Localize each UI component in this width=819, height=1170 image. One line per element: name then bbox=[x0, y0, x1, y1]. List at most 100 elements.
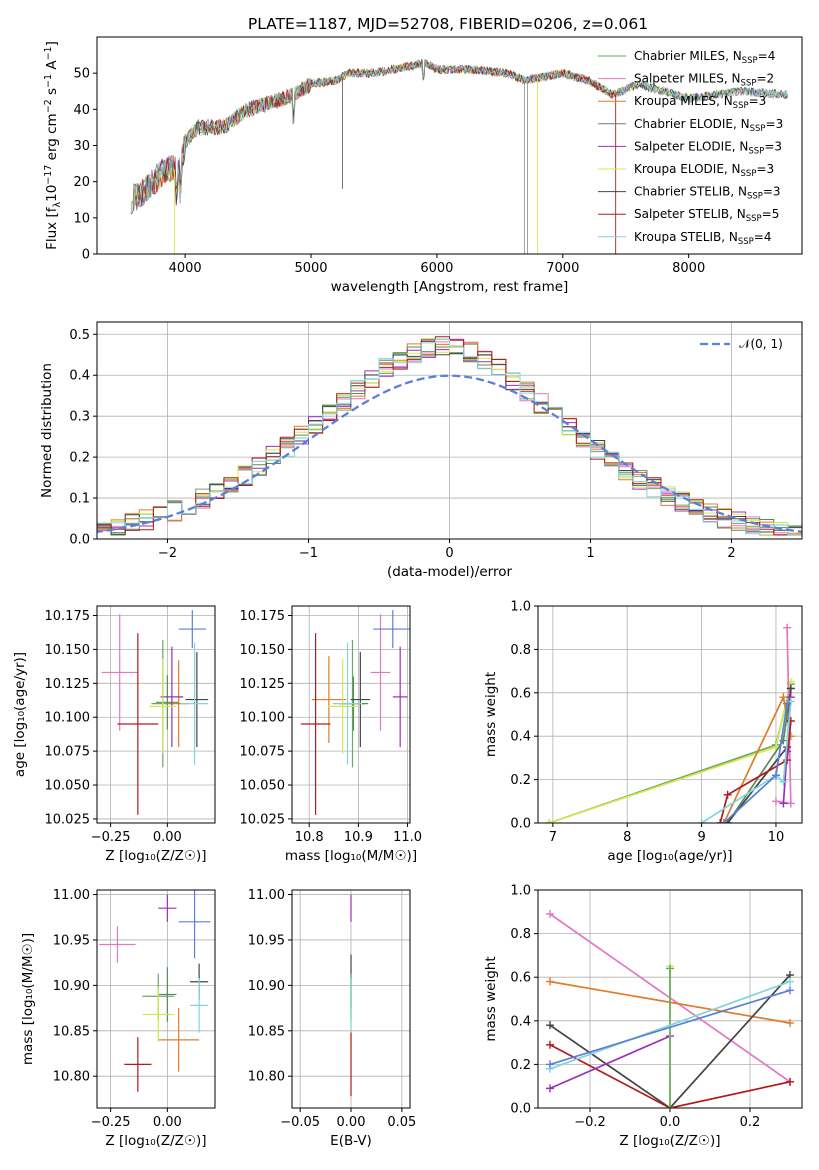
x-tick-label: −2 bbox=[158, 546, 177, 561]
y-tick-label: 1.0 bbox=[510, 600, 531, 615]
age-vs-mass-plot: 10.8 10.9 11.0 10.025 10.050 10.075 10.100 10.1… bbox=[240, 605, 422, 864]
y-tick-label: 11.00 bbox=[248, 888, 285, 903]
series-marker bbox=[786, 1018, 794, 1027]
y-tick-label: 10.125 bbox=[45, 677, 91, 692]
x-tick-label: 0.0 bbox=[660, 1115, 681, 1130]
y-tick-label: 0.3 bbox=[69, 410, 90, 425]
x-axis-label: age [log₁₀(age/yr)] bbox=[607, 848, 732, 864]
mass-vs-metallicity-plot: −0.25 0.00 10.80 10.85 10.90 10.95 11.00 Z [log… bbox=[20, 888, 216, 1149]
series-line bbox=[549, 1044, 791, 1108]
series-marker bbox=[779, 693, 788, 702]
x-tick-label: −0.05 bbox=[280, 1115, 320, 1130]
legend-nssp-value: =3 bbox=[763, 185, 781, 199]
y-tick-label: 10.95 bbox=[248, 933, 285, 948]
y-tick-label: 0.8 bbox=[510, 927, 531, 942]
x-tick-label: 0.00 bbox=[153, 1115, 182, 1130]
x-tick-label: 8 bbox=[623, 830, 631, 845]
legend-nssp-value: =3 bbox=[756, 162, 774, 176]
spectrum-plot: 4000 5000 6000 7000 8000 0 10 20 30 40 50 wavelengt… bbox=[43, 36, 803, 295]
legend-nssp-prefix: , N bbox=[732, 139, 749, 153]
legend-label: Kroupa MILES, NSSP=3 bbox=[634, 94, 766, 111]
mass-weight-vs-metallicity-plot: −0.2 0.0 0.2 0.0 0.2 0.4 0.6 0.8 1.0 Z [log₁₀(Z/Z… bbox=[483, 884, 803, 1149]
legend-label: 𝒩(0, 1) bbox=[739, 337, 783, 351]
y-axis-label-part: A bbox=[44, 60, 60, 74]
y-tick-label: 0.1 bbox=[69, 492, 90, 507]
y-axis-label-part: 10 bbox=[44, 185, 60, 202]
plot-area bbox=[545, 623, 795, 823]
legend-model-name: Salpeter STELIB bbox=[634, 207, 729, 221]
y-tick-label: 10 bbox=[73, 211, 90, 226]
x-tick-label: 1 bbox=[586, 546, 594, 561]
series-line bbox=[549, 980, 791, 1070]
legend-model-name: Kroupa ELODIE bbox=[634, 162, 724, 176]
legend-nssp-sub: SSP bbox=[750, 124, 766, 134]
y-tick-label: 10.025 bbox=[45, 812, 91, 827]
series-marker bbox=[666, 964, 674, 973]
y-axis-label-part: −1 bbox=[43, 74, 54, 88]
legend-nssp-prefix: , N bbox=[730, 185, 747, 199]
y-tick-label: 10.150 bbox=[45, 643, 91, 658]
y-tick-label: 0.2 bbox=[69, 451, 90, 466]
plot-frame bbox=[96, 889, 216, 1109]
y-tick-label: 10.175 bbox=[240, 609, 286, 624]
residual-histogram-plot: −2 −1 0 1 2 0.0 0.1 0.2 0.3 0.4 0.5 (data-model)/er… bbox=[39, 321, 803, 580]
legend-nssp-sub: SSP bbox=[742, 56, 758, 66]
y-axis-label-part: Flux [f bbox=[44, 206, 60, 250]
legend-label: Salpeter ELODIE, NSSP=3 bbox=[634, 139, 782, 156]
y-tick-label: 0.0 bbox=[510, 1102, 531, 1117]
x-axis-label: Z [log₁₀(Z/Z☉)] bbox=[105, 848, 206, 864]
x-tick-label: 10 bbox=[768, 830, 785, 845]
y-tick-label: 0.6 bbox=[510, 686, 531, 701]
series-marker bbox=[546, 909, 554, 918]
series-marker bbox=[786, 799, 795, 808]
legend-nssp-prefix: , N bbox=[725, 49, 742, 63]
legend-label: Chabrier ELODIE, NSSP=3 bbox=[634, 117, 783, 134]
plot-area bbox=[101, 610, 209, 815]
x-axis-label: E(B-V) bbox=[330, 1133, 372, 1149]
series-marker bbox=[786, 986, 794, 995]
plot-area bbox=[130, 58, 788, 254]
y-tick-label: 11.00 bbox=[53, 888, 90, 903]
legend-model-name: Chabrier STELIB bbox=[634, 185, 730, 199]
y-tick-label: 0.2 bbox=[510, 1058, 531, 1073]
normal-reference-curve bbox=[97, 374, 802, 533]
y-axis-label: mass [log₁₀(M/M☉)] bbox=[20, 933, 36, 1065]
legend-nssp-sub: SSP bbox=[746, 214, 762, 224]
y-tick-label: 0.4 bbox=[69, 369, 90, 384]
x-tick-label: 11.0 bbox=[393, 830, 422, 845]
series-marker bbox=[786, 977, 794, 986]
legend-nssp-sub: SSP bbox=[741, 79, 757, 89]
legend-nssp-prefix: , N bbox=[724, 72, 741, 86]
plot-frame bbox=[96, 605, 216, 824]
plot-frame bbox=[96, 321, 803, 540]
x-tick-label: 10.9 bbox=[344, 830, 373, 845]
y-tick-label: 0.5 bbox=[69, 328, 90, 343]
y-axis-label-part: −17 bbox=[43, 165, 54, 185]
y-axis-label: Flux [fλ10−17 erg cm−2 s−1 A−1] bbox=[43, 41, 63, 250]
series-marker bbox=[783, 699, 792, 708]
x-tick-label: 0 bbox=[445, 546, 453, 561]
y-tick-label: 10.95 bbox=[53, 933, 90, 948]
legend-nssp-value: =3 bbox=[764, 139, 782, 153]
legend-model-name: Kroupa MILES bbox=[634, 94, 716, 108]
y-tick-label: 10.125 bbox=[240, 677, 286, 692]
y-tick-label: 1.0 bbox=[510, 884, 531, 899]
y-tick-label: 10.075 bbox=[45, 745, 91, 760]
x-tick-label: 5000 bbox=[294, 261, 327, 276]
y-tick-label: 0.0 bbox=[69, 533, 90, 548]
series-marker bbox=[783, 623, 792, 632]
legend-nssp-sub: SSP bbox=[747, 192, 763, 202]
series-marker bbox=[716, 819, 725, 823]
x-tick-label: 10.8 bbox=[295, 830, 324, 845]
y-axis-label: mass weight bbox=[483, 956, 499, 1041]
plot-frame bbox=[291, 889, 411, 1109]
series-marker bbox=[771, 797, 780, 806]
y-tick-label: 40 bbox=[73, 103, 90, 118]
legend-label: Kroupa ELODIE, NSSP=3 bbox=[634, 162, 774, 179]
plot-area bbox=[546, 909, 794, 1108]
y-tick-label: 50 bbox=[73, 67, 90, 82]
series-marker bbox=[786, 1077, 794, 1086]
series-marker bbox=[723, 790, 732, 799]
y-tick-label: 0.4 bbox=[510, 730, 531, 745]
